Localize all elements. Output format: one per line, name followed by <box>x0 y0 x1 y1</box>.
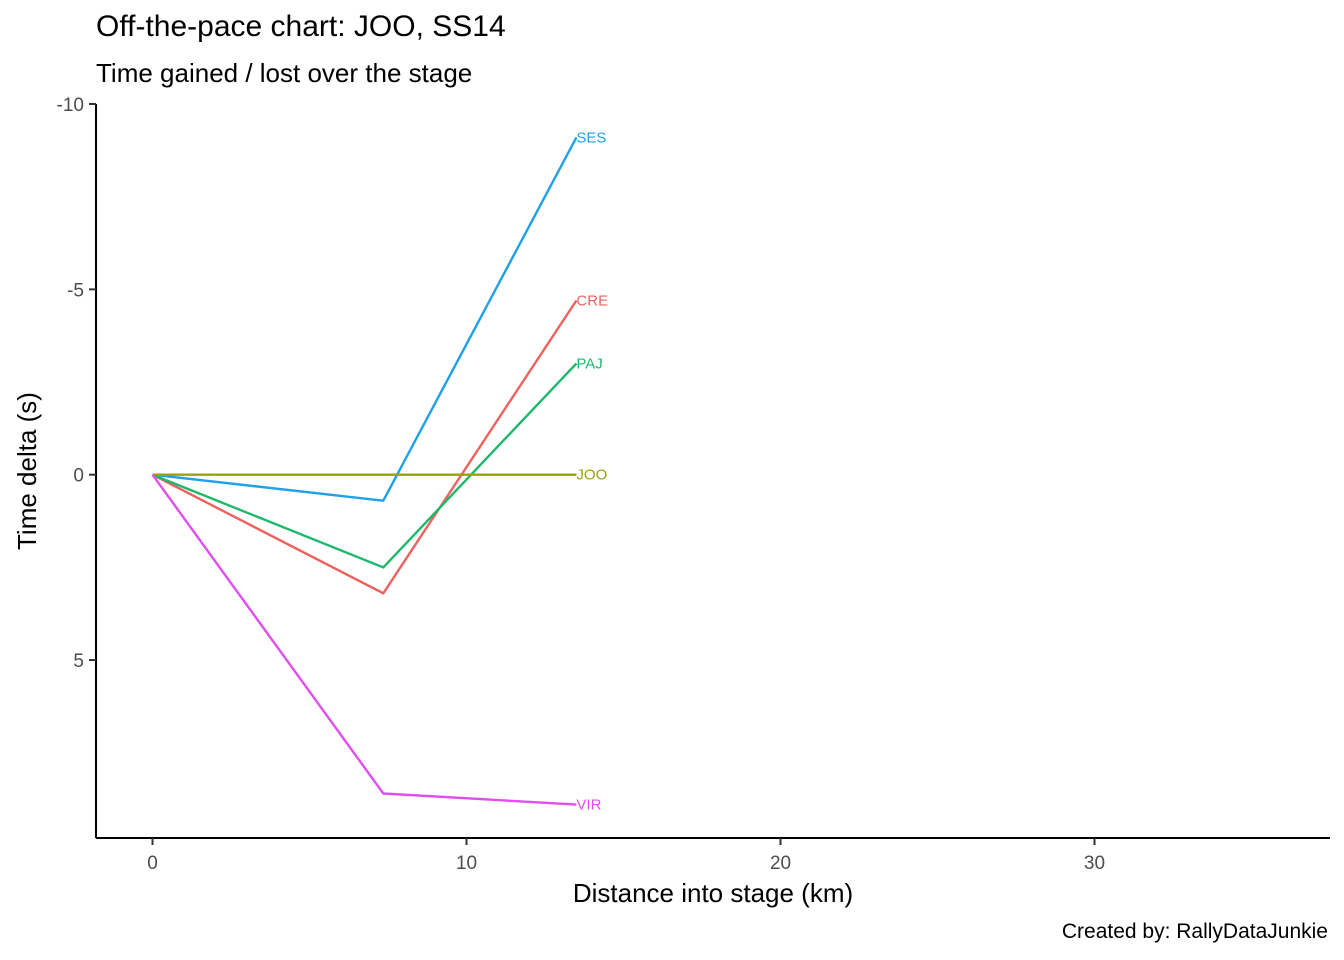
series-line-cre <box>151 299 578 595</box>
y-tick-label: 0 <box>73 466 84 487</box>
series-label-paj: PAJ <box>576 355 602 372</box>
y-tick-label: 5 <box>73 651 84 672</box>
y-axis-title: Time delta (s) <box>12 392 42 550</box>
y-tick-label: -10 <box>57 95 84 116</box>
series-line-vir <box>151 473 577 806</box>
x-axis-title: Distance into stage (km) <box>573 878 853 908</box>
ticks: 0 10 20 30 -10 -5 0 5 <box>57 95 1106 874</box>
chart-subtitle: Time gained / lost over the stage <box>96 58 473 88</box>
series-label-cre: CRE <box>576 292 608 309</box>
x-tick-label: 0 <box>147 853 158 874</box>
chart-caption: Created by: RallyDataJunkie <box>1061 920 1328 943</box>
series-label-joo: JOO <box>576 467 607 484</box>
axes <box>95 104 1330 839</box>
y-tick-label: -5 <box>67 280 84 301</box>
series-label-vir: VIR <box>576 797 601 814</box>
series-lines <box>151 136 578 806</box>
x-tick-label: 30 <box>1084 853 1105 874</box>
series-line-ses <box>152 136 578 502</box>
series-label-ses: SES <box>576 129 606 146</box>
series-labels: SES CRE PAJ JOO VIR <box>576 129 608 813</box>
series-line-paj <box>152 362 578 569</box>
chart-title: Off-the-pace chart: JOO, SS14 <box>96 10 506 43</box>
x-tick-label: 20 <box>770 853 791 874</box>
x-tick-label: 10 <box>456 853 477 874</box>
